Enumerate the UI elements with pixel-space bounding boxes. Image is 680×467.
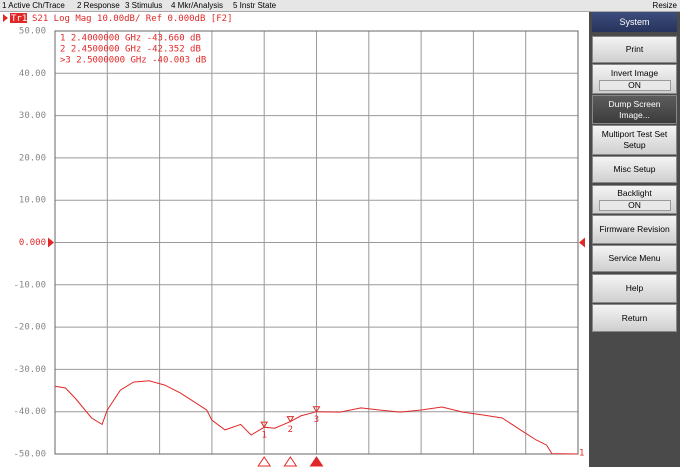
- softkey-title: System: [592, 12, 677, 32]
- y-tick-label: 0.000: [19, 238, 46, 248]
- marker-symbol: [312, 406, 321, 413]
- trace-line: [54, 380, 579, 455]
- softkey[interactable]: Backlight ON: [592, 185, 677, 214]
- softkey[interactable]: Invert Image ON: [592, 64, 677, 94]
- active-trace-flag: [3, 14, 8, 22]
- reference-marker-left: [48, 237, 54, 248]
- trace-tag: Tr1: [11, 14, 27, 24]
- marker-symbol: [286, 416, 295, 423]
- softkey-label: Invert Image: [610, 67, 659, 78]
- marker-id: 1: [261, 431, 266, 441]
- y-tick-label: -50.00: [13, 450, 46, 460]
- trace-label: 1: [579, 449, 584, 459]
- softkey[interactable]: Print: [592, 36, 677, 63]
- menu-item[interactable]: 3 Stimulus: [125, 1, 163, 10]
- trace-tag-box: [10, 13, 27, 23]
- menu-item[interactable]: 4 Mkr/Analysis: [171, 1, 224, 10]
- softkey-panel: System Print Invert Image ON Dump Screen Im…: [589, 12, 680, 467]
- softkey-label: Firmware Revision: [599, 224, 670, 234]
- marker-position: [257, 456, 272, 467]
- marker-position: [283, 456, 298, 467]
- softkey[interactable]: Service Menu: [592, 245, 677, 272]
- y-tick-label: 40.00: [19, 69, 46, 79]
- softkey-label: Print: [625, 44, 644, 54]
- y-tick-label: -30.00: [13, 365, 46, 375]
- chart: Tr1 S21 Log Mag 10.00dB/ Ref 0.000dB [F2]…: [0, 12, 589, 467]
- y-tick-label: -10.00: [13, 280, 46, 290]
- softkey-label: Misc Setup: [613, 164, 656, 174]
- softkey[interactable]: Return: [592, 304, 677, 332]
- trace-header: S21 Log Mag 10.00dB/ Ref 0.000dB [F2]: [32, 14, 232, 24]
- softkey-label: Multiport Test Set Setup: [601, 129, 668, 150]
- y-tick-label: 10.00: [19, 196, 46, 206]
- plot-frame: [54, 30, 579, 455]
- reference-marker-right: [579, 237, 585, 248]
- marker-readout: 2 2.4500000 GHz -42.352 dB: [60, 45, 201, 55]
- softkey-label: Return: [621, 312, 648, 323]
- marker-symbol: [260, 421, 269, 429]
- softkey[interactable]: Help: [592, 274, 677, 303]
- softkey-state: ON: [598, 200, 671, 211]
- softkey[interactable]: Multiport Test Set Setup: [592, 125, 677, 155]
- softkey-label: Dump Screen Image...: [608, 98, 661, 120]
- marker-readout: >3 2.5000000 GHz -40.003 dB: [60, 56, 206, 66]
- marker-position: [309, 456, 324, 467]
- softkey-label: Backlight: [617, 188, 652, 198]
- marker-readout: 1 2.4000000 GHz -43.660 dB: [60, 34, 201, 44]
- menu-item[interactable]: 5 Instr State: [233, 1, 277, 10]
- y-tick-label: 50.00: [19, 27, 46, 37]
- softkey[interactable]: Firmware Revision: [592, 215, 677, 244]
- chart-background: [0, 12, 589, 467]
- marker-id: 3: [314, 415, 319, 425]
- softkey-label: Help: [625, 283, 644, 293]
- menu-item[interactable]: 2 Response: [77, 1, 120, 10]
- y-tick-label: 30.00: [19, 111, 46, 121]
- menu-bar: 1 Active Ch/Trace 2 Response 3 Stimulus 4 M…: [0, 0, 680, 12]
- softkey-label: Service Menu: [608, 253, 661, 263]
- softkey-state: ON: [598, 79, 671, 91]
- menu-item[interactable]: Resize: [652, 1, 677, 10]
- menu-item[interactable]: 1 Active Ch/Trace: [2, 1, 65, 10]
- softkey[interactable]: Misc Setup: [592, 156, 677, 183]
- softkey[interactable]: Dump Screen Image...: [592, 95, 677, 124]
- y-tick-label: 20.00: [19, 153, 46, 163]
- y-tick-label: -20.00: [13, 323, 46, 333]
- marker-id: 2: [288, 425, 293, 435]
- y-tick-label: -40.00: [13, 407, 46, 417]
